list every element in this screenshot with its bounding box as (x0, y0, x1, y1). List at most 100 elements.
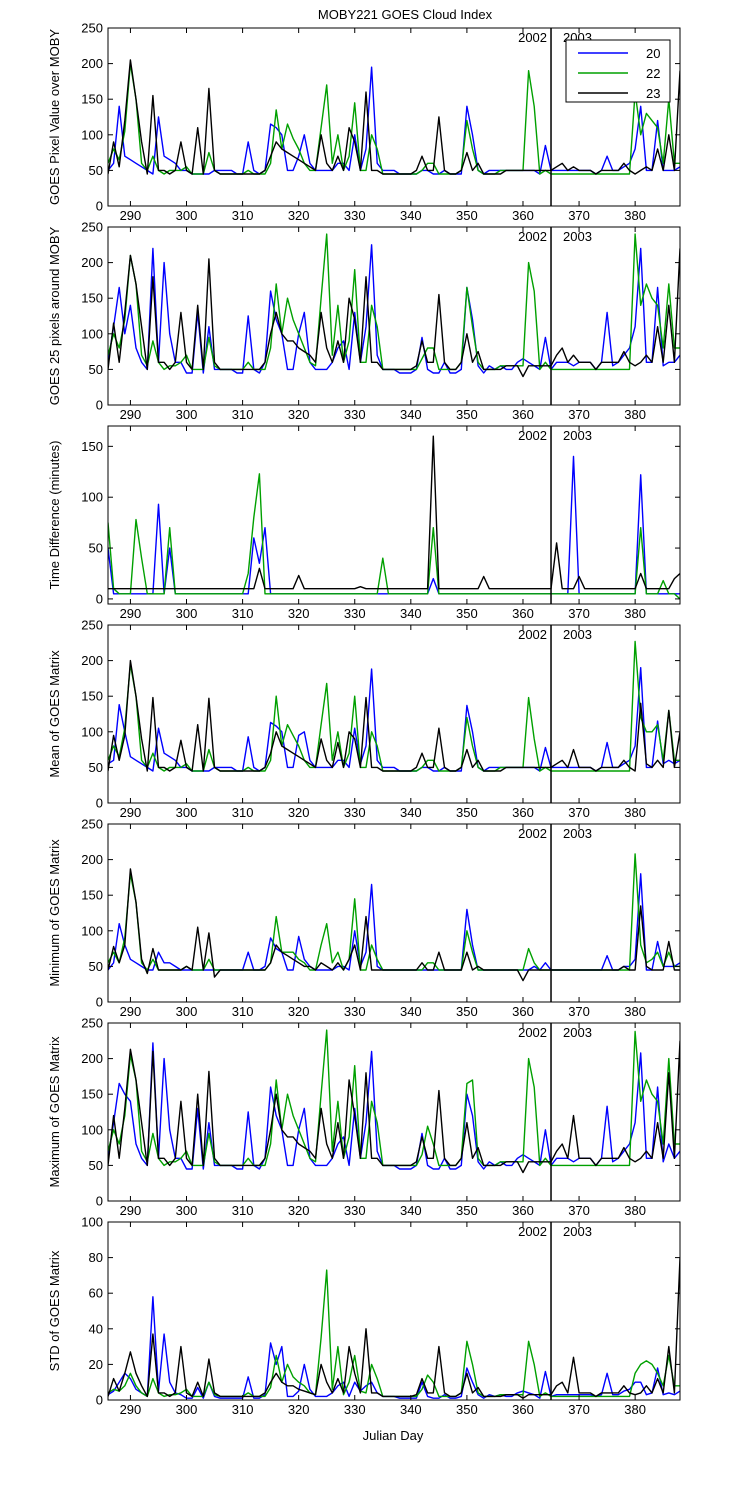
x-tick-label: 380 (624, 208, 646, 223)
x-tick-label: 290 (120, 1203, 142, 1218)
x-tick-label: 370 (568, 1402, 590, 1417)
x-tick-label: 310 (232, 407, 254, 422)
x-tick-label: 290 (120, 208, 142, 223)
x-tick-label: 370 (568, 1203, 590, 1218)
year-label-right: 2003 (563, 1224, 592, 1239)
x-tick-label: 330 (344, 1203, 366, 1218)
series-line-20 (108, 1296, 680, 1399)
year-label-left: 2002 (518, 229, 547, 244)
x-tick-label: 370 (568, 606, 590, 621)
y-tick-label: 250 (81, 1016, 103, 1031)
axes-frame (107, 823, 681, 1003)
y-axis-label: GOES Pixel Value over MOBY (47, 29, 62, 205)
y-tick-label: 100 (81, 1215, 103, 1230)
y-axis-label: Minimum of GOES Matrix (47, 839, 62, 987)
series-line-22 (108, 1269, 680, 1398)
year-label-left: 2002 (518, 428, 547, 443)
y-axis-label: Time Difference (minutes) (47, 441, 62, 590)
x-tick-label: 360 (512, 1004, 534, 1019)
x-tick-label: 350 (456, 407, 478, 422)
year-label-left: 2002 (518, 826, 547, 841)
x-tick-label: 310 (232, 1203, 254, 1218)
year-label-right: 2003 (563, 428, 592, 443)
series-line-23 (108, 1040, 680, 1174)
y-tick-label: 0 (96, 796, 103, 811)
x-tick-label: 310 (232, 805, 254, 820)
x-tick-label: 370 (568, 208, 590, 223)
x-tick-label: 300 (176, 805, 198, 820)
x-tick-label: 320 (288, 606, 310, 621)
x-tick-label: 340 (400, 805, 422, 820)
x-tick-label: 380 (624, 1402, 646, 1417)
figure-title: MOBY221 GOES Cloud Index (318, 7, 493, 22)
x-tick-label: 360 (512, 1203, 534, 1218)
panel-6: 2002 2003 0 50 100 150 200 250 290 300 310 320 330 34… (47, 1016, 681, 1218)
y-tick-label: 50 (89, 163, 103, 178)
y-tick-label: 80 (89, 1250, 103, 1265)
y-tick-label: 40 (89, 1321, 103, 1336)
axes-frame (107, 425, 681, 605)
year-label-left: 2002 (518, 627, 547, 642)
y-axis-label: STD of GOES Matrix (47, 1250, 62, 1371)
y-axis-label: GOES 25 pixels around MOBY (47, 226, 62, 405)
x-tick-label: 350 (456, 208, 478, 223)
x-tick-label: 300 (176, 407, 198, 422)
series-line-23 (108, 659, 680, 772)
y-tick-label: 0 (96, 199, 103, 214)
y-tick-label: 60 (89, 1286, 103, 1301)
y-tick-label: 50 (89, 959, 103, 974)
y-tick-label: 200 (81, 56, 103, 71)
series-line-23 (108, 868, 680, 982)
legend: 20 22 23 (565, 39, 671, 103)
x-tick-label: 360 (512, 208, 534, 223)
x-tick-label: 330 (344, 1004, 366, 1019)
x-tick-label: 320 (288, 407, 310, 422)
year-label-left: 2002 (518, 1025, 547, 1040)
x-tick-label: 340 (400, 1004, 422, 1019)
x-tick-label: 380 (624, 407, 646, 422)
y-tick-label: 150 (81, 888, 103, 903)
x-tick-label: 350 (456, 1402, 478, 1417)
x-tick-label: 290 (120, 407, 142, 422)
y-axis-label: Maximum of GOES Matrix (47, 1036, 62, 1187)
x-tick-label: 300 (176, 1004, 198, 1019)
x-tick-label: 330 (344, 606, 366, 621)
y-tick-label: 100 (81, 1122, 103, 1137)
x-tick-label: 380 (624, 1203, 646, 1218)
series-group (108, 59, 680, 175)
series-group (108, 1029, 680, 1174)
axes-frame (107, 1022, 681, 1202)
series-group (108, 853, 680, 982)
x-tick-label: 340 (400, 208, 422, 223)
x-tick-label: 360 (512, 1402, 534, 1417)
x-tick-label: 310 (232, 606, 254, 621)
x-tick-label: 320 (288, 1203, 310, 1218)
x-tick-label: 290 (120, 1402, 142, 1417)
year-label-left: 2002 (518, 30, 547, 45)
x-tick-label: 360 (512, 805, 534, 820)
series-line-23 (108, 248, 680, 378)
series-group (108, 233, 680, 378)
y-tick-label: 50 (89, 362, 103, 377)
x-tick-label: 340 (400, 606, 422, 621)
panel-4: 2002 2003 0 50 100 150 200 250 290 300 310 320 330 34… (47, 618, 681, 820)
x-tick-label: 300 (176, 606, 198, 621)
panel-5: 2002 2003 0 50 100 150 200 250 290 300 310 320 330 34… (47, 817, 681, 1019)
series-line-23 (108, 1257, 680, 1399)
y-tick-label: 250 (81, 817, 103, 832)
x-tick-label: 370 (568, 1004, 590, 1019)
y-tick-label: 100 (81, 490, 103, 505)
series-line-23 (108, 59, 680, 175)
series-group (108, 640, 680, 772)
y-tick-label: 0 (96, 995, 103, 1010)
y-tick-label: 100 (81, 326, 103, 341)
axes-frame (107, 226, 681, 406)
x-tick-label: 300 (176, 1402, 198, 1417)
x-tick-label: 370 (568, 407, 590, 422)
x-tick-label: 350 (456, 1203, 478, 1218)
year-label-right: 2003 (563, 229, 592, 244)
series-line-20 (108, 455, 680, 595)
y-tick-label: 250 (81, 21, 103, 36)
